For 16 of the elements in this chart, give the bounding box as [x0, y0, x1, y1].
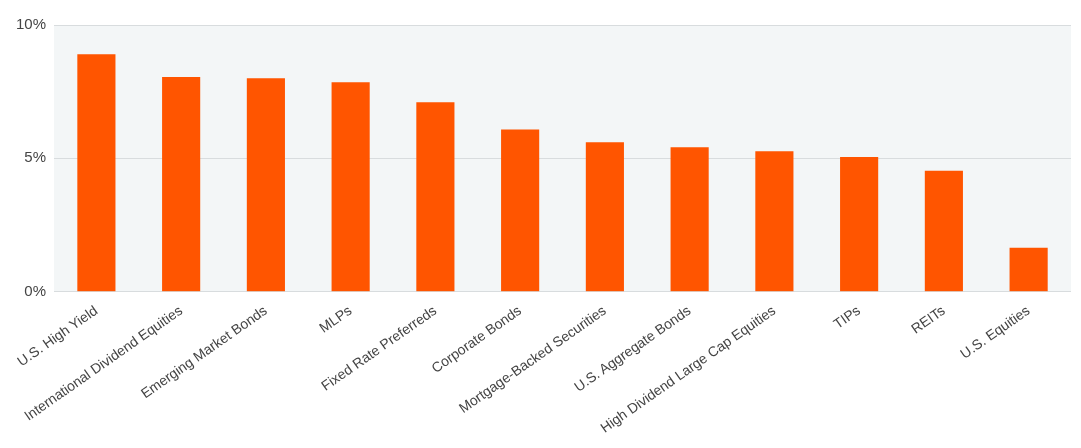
bar — [1009, 247, 1048, 292]
bar — [162, 77, 201, 292]
bar — [670, 147, 709, 292]
bar — [585, 142, 624, 292]
bar — [755, 151, 794, 292]
bar — [246, 78, 285, 292]
bar — [501, 129, 540, 292]
bar — [416, 102, 455, 292]
bar — [924, 170, 963, 292]
bar — [840, 157, 879, 292]
bar — [331, 82, 370, 292]
x-tick-label: TIPs — [830, 302, 864, 332]
y-tick-label: 10% — [15, 15, 47, 33]
bar — [77, 54, 116, 292]
y-tick-label: 5% — [24, 148, 47, 166]
y-tick-label: 0% — [24, 281, 47, 299]
